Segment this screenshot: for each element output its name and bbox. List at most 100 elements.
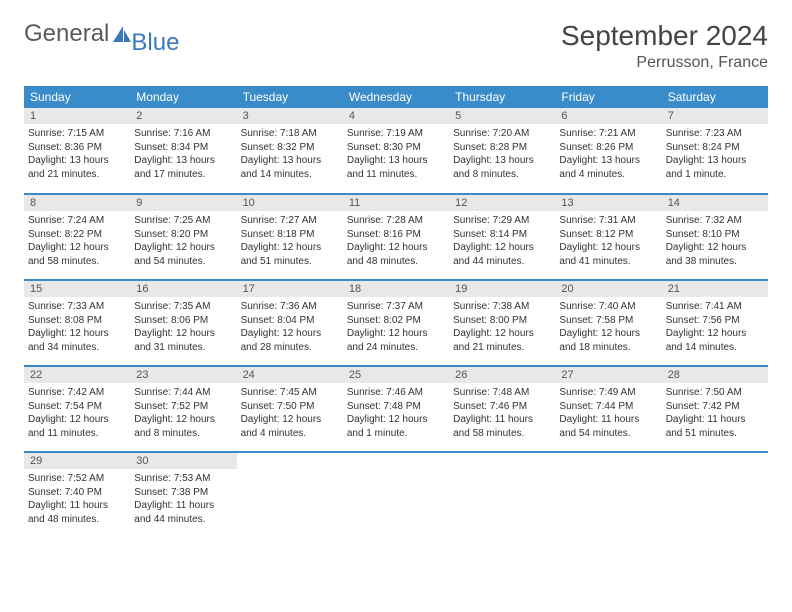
day-content: Sunrise: 7:49 AMSunset: 7:44 PMDaylight:… <box>555 383 661 446</box>
day-number: 13 <box>555 195 661 211</box>
calendar-day: 17Sunrise: 7:36 AMSunset: 8:04 PMDayligh… <box>237 280 343 366</box>
day-content: Sunrise: 7:45 AMSunset: 7:50 PMDaylight:… <box>237 383 343 446</box>
calendar-day: 18Sunrise: 7:37 AMSunset: 8:02 PMDayligh… <box>343 280 449 366</box>
day-number: 23 <box>130 367 236 383</box>
day-number: 25 <box>343 367 449 383</box>
calendar-week: 29Sunrise: 7:52 AMSunset: 7:40 PMDayligh… <box>24 452 768 538</box>
calendar-day: 16Sunrise: 7:35 AMSunset: 8:06 PMDayligh… <box>130 280 236 366</box>
calendar-day: 27Sunrise: 7:49 AMSunset: 7:44 PMDayligh… <box>555 366 661 452</box>
day-number: 12 <box>449 195 555 211</box>
day-content: Sunrise: 7:28 AMSunset: 8:16 PMDaylight:… <box>343 211 449 274</box>
day-content: Sunrise: 7:48 AMSunset: 7:46 PMDaylight:… <box>449 383 555 446</box>
day-header: Friday <box>555 86 661 108</box>
day-content: Sunrise: 7:20 AMSunset: 8:28 PMDaylight:… <box>449 124 555 187</box>
calendar-day: 28Sunrise: 7:50 AMSunset: 7:42 PMDayligh… <box>662 366 768 452</box>
day-number: 17 <box>237 281 343 297</box>
day-number: 24 <box>237 367 343 383</box>
day-content: Sunrise: 7:24 AMSunset: 8:22 PMDaylight:… <box>24 211 130 274</box>
day-content: Sunrise: 7:37 AMSunset: 8:02 PMDaylight:… <box>343 297 449 360</box>
day-number: 30 <box>130 453 236 469</box>
calendar-day: 19Sunrise: 7:38 AMSunset: 8:00 PMDayligh… <box>449 280 555 366</box>
day-number: 21 <box>662 281 768 297</box>
calendar-day: 14Sunrise: 7:32 AMSunset: 8:10 PMDayligh… <box>662 194 768 280</box>
calendar-day: 22Sunrise: 7:42 AMSunset: 7:54 PMDayligh… <box>24 366 130 452</box>
day-number: 3 <box>237 108 343 124</box>
sail-icon <box>112 25 132 43</box>
day-content: Sunrise: 7:27 AMSunset: 8:18 PMDaylight:… <box>237 211 343 274</box>
day-number: 27 <box>555 367 661 383</box>
calendar-day: .. <box>555 452 661 538</box>
title-block: September 2024 Perrusson, France <box>561 20 768 72</box>
day-content: Sunrise: 7:23 AMSunset: 8:24 PMDaylight:… <box>662 124 768 187</box>
header: General Blue September 2024 Perrusson, F… <box>24 20 768 72</box>
calendar-day: 21Sunrise: 7:41 AMSunset: 7:56 PMDayligh… <box>662 280 768 366</box>
day-number: 1 <box>24 108 130 124</box>
day-content: Sunrise: 7:53 AMSunset: 7:38 PMDaylight:… <box>130 469 236 532</box>
day-number: 9 <box>130 195 236 211</box>
day-content: Sunrise: 7:40 AMSunset: 7:58 PMDaylight:… <box>555 297 661 360</box>
day-header: Monday <box>130 86 236 108</box>
brand-part2: Blue <box>131 29 179 57</box>
day-number: 8 <box>24 195 130 211</box>
day-number: 19 <box>449 281 555 297</box>
day-number: 15 <box>24 281 130 297</box>
day-content: Sunrise: 7:36 AMSunset: 8:04 PMDaylight:… <box>237 297 343 360</box>
brand-part1: General <box>24 20 109 48</box>
calendar-week: 22Sunrise: 7:42 AMSunset: 7:54 PMDayligh… <box>24 366 768 452</box>
calendar-day: 29Sunrise: 7:52 AMSunset: 7:40 PMDayligh… <box>24 452 130 538</box>
calendar-week: 8Sunrise: 7:24 AMSunset: 8:22 PMDaylight… <box>24 194 768 280</box>
calendar-day: 26Sunrise: 7:48 AMSunset: 7:46 PMDayligh… <box>449 366 555 452</box>
calendar-day: 4Sunrise: 7:19 AMSunset: 8:30 PMDaylight… <box>343 108 449 194</box>
day-header: Wednesday <box>343 86 449 108</box>
calendar-week: 15Sunrise: 7:33 AMSunset: 8:08 PMDayligh… <box>24 280 768 366</box>
day-content: Sunrise: 7:44 AMSunset: 7:52 PMDaylight:… <box>130 383 236 446</box>
calendar-day: .. <box>237 452 343 538</box>
calendar-day: 23Sunrise: 7:44 AMSunset: 7:52 PMDayligh… <box>130 366 236 452</box>
calendar-day: 5Sunrise: 7:20 AMSunset: 8:28 PMDaylight… <box>449 108 555 194</box>
day-number: 11 <box>343 195 449 211</box>
brand-logo: General Blue <box>24 20 183 48</box>
calendar-day: 30Sunrise: 7:53 AMSunset: 7:38 PMDayligh… <box>130 452 236 538</box>
day-content: Sunrise: 7:25 AMSunset: 8:20 PMDaylight:… <box>130 211 236 274</box>
location: Perrusson, France <box>561 54 768 72</box>
day-number: 18 <box>343 281 449 297</box>
calendar-day: 15Sunrise: 7:33 AMSunset: 8:08 PMDayligh… <box>24 280 130 366</box>
day-content: Sunrise: 7:38 AMSunset: 8:00 PMDaylight:… <box>449 297 555 360</box>
calendar-day: 25Sunrise: 7:46 AMSunset: 7:48 PMDayligh… <box>343 366 449 452</box>
calendar-day: .. <box>662 452 768 538</box>
day-number: 7 <box>662 108 768 124</box>
day-content: Sunrise: 7:32 AMSunset: 8:10 PMDaylight:… <box>662 211 768 274</box>
day-header-row: SundayMondayTuesdayWednesdayThursdayFrid… <box>24 86 768 108</box>
calendar-day: 2Sunrise: 7:16 AMSunset: 8:34 PMDaylight… <box>130 108 236 194</box>
calendar-day: 11Sunrise: 7:28 AMSunset: 8:16 PMDayligh… <box>343 194 449 280</box>
day-content: Sunrise: 7:41 AMSunset: 7:56 PMDaylight:… <box>662 297 768 360</box>
day-content: Sunrise: 7:50 AMSunset: 7:42 PMDaylight:… <box>662 383 768 446</box>
calendar-day: 8Sunrise: 7:24 AMSunset: 8:22 PMDaylight… <box>24 194 130 280</box>
day-content: Sunrise: 7:15 AMSunset: 8:36 PMDaylight:… <box>24 124 130 187</box>
day-header: Sunday <box>24 86 130 108</box>
calendar-table: SundayMondayTuesdayWednesdayThursdayFrid… <box>24 86 768 538</box>
day-header: Thursday <box>449 86 555 108</box>
calendar-day: 1Sunrise: 7:15 AMSunset: 8:36 PMDaylight… <box>24 108 130 194</box>
day-number: 4 <box>343 108 449 124</box>
day-header: Saturday <box>662 86 768 108</box>
calendar-day: 3Sunrise: 7:18 AMSunset: 8:32 PMDaylight… <box>237 108 343 194</box>
day-number: 10 <box>237 195 343 211</box>
calendar-day: 24Sunrise: 7:45 AMSunset: 7:50 PMDayligh… <box>237 366 343 452</box>
month-title: September 2024 <box>561 20 768 52</box>
calendar-day: .. <box>343 452 449 538</box>
day-number: 28 <box>662 367 768 383</box>
day-number: 20 <box>555 281 661 297</box>
day-content: Sunrise: 7:29 AMSunset: 8:14 PMDaylight:… <box>449 211 555 274</box>
calendar-day: 12Sunrise: 7:29 AMSunset: 8:14 PMDayligh… <box>449 194 555 280</box>
day-content: Sunrise: 7:52 AMSunset: 7:40 PMDaylight:… <box>24 469 130 532</box>
day-number: 5 <box>449 108 555 124</box>
calendar-day: 7Sunrise: 7:23 AMSunset: 8:24 PMDaylight… <box>662 108 768 194</box>
day-number: 14 <box>662 195 768 211</box>
day-content: Sunrise: 7:31 AMSunset: 8:12 PMDaylight:… <box>555 211 661 274</box>
calendar-day: 6Sunrise: 7:21 AMSunset: 8:26 PMDaylight… <box>555 108 661 194</box>
day-content: Sunrise: 7:19 AMSunset: 8:30 PMDaylight:… <box>343 124 449 187</box>
day-number: 16 <box>130 281 236 297</box>
day-content: Sunrise: 7:35 AMSunset: 8:06 PMDaylight:… <box>130 297 236 360</box>
day-number: 2 <box>130 108 236 124</box>
